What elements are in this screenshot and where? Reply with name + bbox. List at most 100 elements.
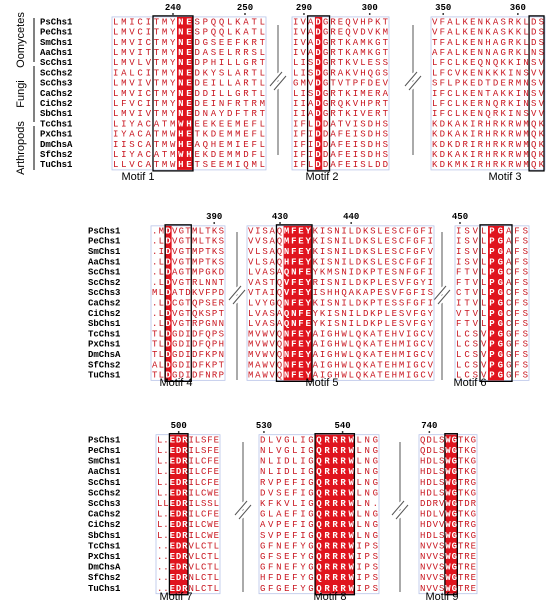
species-name: SfChs2 [88, 573, 120, 583]
sequence-row: NLIDLIGQRRRWLNG [260, 467, 378, 477]
sequence-row-highlight: .MDVGTMLTKS [152, 226, 225, 236]
species-name: PxChs1 [88, 340, 121, 350]
sequence-row: NVVSWGTRE [420, 584, 476, 594]
sequence-row-highlight: IYACATMWHETKDEMMEFL [113, 130, 265, 140]
sequence-row: .LDVGTRLNNT [152, 278, 225, 288]
sequence-row-highlight: HDLSWGTKG [420, 531, 476, 541]
species-name: ScChs3 [88, 288, 120, 298]
motif-box [528, 15, 545, 172]
sequence-row: SVPEFIGQRRRWLNG [260, 531, 378, 541]
sequence-row: ITVLPGCFS [456, 298, 528, 308]
sequence-row: ALDGDIDFKPT [152, 360, 225, 370]
sequence-row: AVPEFIGQRRRWLNG [260, 520, 378, 530]
position-number: 440 [343, 212, 359, 222]
sequence-row-highlight: L.EDRILSFE [157, 446, 220, 456]
sequence-row: HDLSWGTKG [420, 457, 476, 467]
sequence-row-highlight: LISDGRTKIMERA [293, 89, 389, 99]
block-frame [430, 16, 546, 171]
sequence-row: ISVLPGAFS [456, 237, 528, 247]
sequence-row: KFKVLIGQRRRWLN. [260, 499, 378, 509]
sequence-row: HDLSWGTRG [420, 478, 476, 488]
motif-label: Motif 5 [305, 377, 338, 389]
sequence-row: MAWVQNFEYAIGHWLQKATEHMIGCV [248, 360, 434, 370]
position-tick [368, 13, 371, 15]
sequence-row: IVADGREQVDVKM [293, 28, 388, 38]
sequence-row-highlight: VISAQMFEYKISNILDKSLESCFGFI [248, 226, 433, 236]
sequence-row-highlight: LVASAQNFEYKISNILDKPLESVFGY [248, 309, 434, 319]
sequence-row: IFCLKENQRKINSVV [432, 109, 545, 119]
sequence-row: TFALKENHAGRKLDS [432, 38, 544, 48]
sequence-row-highlight: RVPEFIGQRRRWLNG [260, 478, 378, 488]
sequence-row: VLSAQHFEYKISNILDKSLESCFGFI [248, 257, 433, 267]
sequence-row: L.EDRILCWE [157, 488, 219, 498]
sequence-row: L.EDRILCFE [157, 467, 219, 477]
species-name: CiChs2 [40, 99, 72, 109]
sequence-row: IFLDDAFEISLDD [293, 160, 388, 170]
sequence-row: LIYACATMWHEKDEMMDFL [113, 150, 265, 160]
conserved-column [315, 434, 355, 594]
sequence-row-highlight: .LDAGTMPGKD [152, 268, 225, 278]
sequence-row: HDLSWGTKG [420, 531, 476, 541]
sequence-row: LFCVKENKKKINSVV [432, 68, 545, 78]
sequence-row-highlight: IIADGRTKIVERT [293, 109, 389, 119]
sequence-row-highlight: NVVSWGTRE [420, 563, 477, 573]
species-name: PxChs1 [88, 552, 121, 562]
motif-box [314, 433, 356, 596]
sequence-row-highlight: HDLSWGTRG [420, 478, 476, 488]
sequence-row: .LDVGTQKSPT [152, 309, 225, 319]
sequence-row: VISAQMFEYKISNILDKSLESCFGFI [248, 226, 433, 236]
sequence-row: .IDVGTMPTKS [152, 247, 224, 257]
sequence-row-highlight: VLSAQNFEYKISNILDKSLESCFGFV [248, 247, 434, 257]
sequence-row-highlight: IVADGREQVDVKM [293, 28, 388, 38]
sequence-row: L.EDRILCFE [157, 510, 219, 520]
sequence-row: L.EDRILSFE [157, 435, 219, 445]
sequence-row-highlight: IFIDDAFEISDHS [293, 150, 389, 160]
sequence-row: MVWVQNFEYAIGHWLQKATEHMIGCV [248, 340, 434, 350]
sequence-row: ..EDRVLCTL [157, 541, 219, 551]
sequence-row-highlight: LIYACATMWHEEKEEMEFL [113, 119, 265, 129]
sequence-row-highlight: ..EDRNLCTL [157, 573, 219, 583]
sequence-row: LFVCITMYNEDEINFRTRM [113, 99, 265, 109]
motif-box [168, 433, 189, 596]
sequence-row: IFIDDAFEISDHS [293, 130, 388, 140]
sequence-row-highlight: VTAIQVFEYISHHQAKAPESVFGFIS [248, 288, 434, 298]
sequence-row: IFIDDAFEISDHS [293, 150, 388, 160]
position-tick [516, 13, 519, 15]
sequence-row-highlight: DDRVWGTDR [420, 499, 477, 509]
sequence-row: IALCITMYNEDKYSLARTL [113, 68, 265, 78]
sequence-row: DLVGLIGQRRRWLNG [260, 435, 378, 445]
sequence-row: IVADGRTKAMKGT [293, 38, 389, 48]
sequence-row: ISVLPGAFS [456, 226, 528, 236]
position-tick [442, 13, 445, 15]
motif-box [164, 224, 192, 383]
sequence-row-highlight: LVASAQNFEYKISNILDKPLESVFGY [248, 319, 434, 329]
sequence-row: LFCLKERNQRKINSV [432, 99, 545, 109]
sequence-row: TLDGDIDFQPS [152, 329, 224, 339]
position-number: 530 [256, 421, 272, 431]
sequence-row-highlight: IALCITMYNEDKYSLARTL [113, 68, 265, 78]
sequence-row: LMVLVTMYNEDPHILLGRT [113, 58, 266, 68]
sequence-row: LCSVPGGFS [456, 329, 528, 339]
species-name: SbChs1 [88, 531, 121, 541]
sequence-row-highlight: LVASAQNFEYKMSNIDKPTESNFGFI [248, 268, 433, 278]
position-tick [213, 222, 216, 224]
sequence-row-highlight: .LDVGTRLNNT [152, 278, 225, 288]
sequence-row: LMICITMYNESPQQLKATL [113, 17, 265, 27]
sequence-row: HFDEFYGQRRRWIPS [260, 573, 378, 583]
sequence-row: FTVLPGAFS [456, 278, 528, 288]
position-tick [279, 222, 281, 224]
sequence-row-highlight: .IDVGTMPTKS [152, 247, 225, 257]
group-label: Arthropods [15, 121, 27, 175]
sequence-row-highlight: GLAEFIGQRRRWLNG [260, 510, 378, 520]
conserved-column [169, 434, 188, 594]
sequence-row: NLIDLIGQRRRWLNG [260, 457, 378, 467]
sequence-row-highlight: GFNEFYGQRRRWIPS [260, 563, 379, 573]
sequence-row-highlight: QDLSWGTKG [420, 435, 476, 445]
position-tick [459, 222, 461, 224]
species-name: DmChsA [88, 350, 121, 360]
species-name: DmChsA [88, 563, 121, 573]
sequence-row-highlight: IFIDDAFEISDHS [293, 140, 389, 150]
sequence-row: KDKAKIRHRKRWMQK [432, 130, 545, 140]
sequence-row-highlight: LIYACATMWHEKDEMMDFL [113, 150, 265, 160]
sequence-row: VASTQVFEYRISNILDKPLESVFGYI [248, 278, 433, 288]
